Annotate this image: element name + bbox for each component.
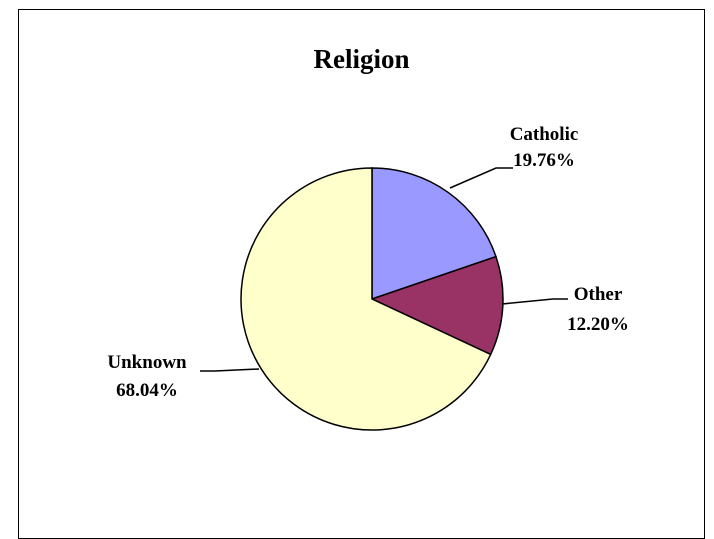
slice-percent-label-other: 12.20% [567, 314, 629, 335]
leader-line-unknown [200, 368, 260, 372]
slice-name-label-unknown: Unknown [107, 352, 187, 373]
slice-name-label-other: Other [574, 284, 623, 305]
slice-percent-label-unknown: 68.04% [116, 380, 178, 401]
pie-slice-catholic [371, 167, 497, 301]
pie-slice-other [369, 255, 504, 356]
chart-title: Religion [313, 44, 410, 74]
pie-chart: Catholic 19.76% Other 12.20% Unknown 68.04% [107, 124, 629, 431]
slice-percent-label-catholic: 19.76% [513, 150, 575, 171]
pie-slice-unknown [240, 167, 492, 431]
leader-line-other [501, 298, 568, 305]
slice-name-label-catholic: Catholic [510, 124, 579, 145]
leader-line-catholic [449, 167, 513, 189]
